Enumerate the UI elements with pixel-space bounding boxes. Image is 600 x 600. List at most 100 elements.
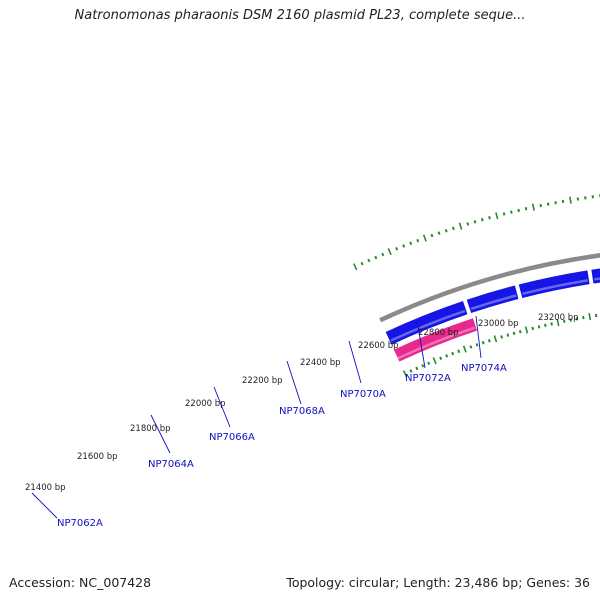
inner-minor-tick [575, 317, 579, 321]
outer-minor-tick [517, 208, 521, 213]
outer-minor-tick [360, 261, 364, 266]
length-label: Length: [403, 575, 451, 590]
sequence-summary: Topology: circular; Length: 23,486 bp; G… [286, 575, 590, 590]
outer-minor-tick [473, 220, 477, 224]
outer-minor-tick [451, 226, 455, 231]
gene-leader-line [213, 386, 231, 428]
outer-major-tick [353, 263, 358, 271]
inner-minor-tick [518, 329, 522, 334]
gene-label-np7066a[interactable]: NP7066A [209, 432, 255, 443]
inner-minor-tick [487, 339, 491, 343]
scale-label: 22000 bp [185, 399, 226, 409]
scale-label: 21400 bp [25, 483, 66, 493]
outer-minor-tick [546, 202, 550, 206]
outer-minor-tick [510, 210, 513, 214]
inner-minor-tick [469, 345, 473, 349]
outer-minor-tick [416, 238, 420, 243]
inner-minor-tick [512, 331, 516, 336]
outer-minor-tick [409, 241, 413, 246]
gene-label-np7062a[interactable]: NP7062A [57, 518, 103, 529]
inner-minor-tick [582, 315, 585, 320]
scale-label: 21800 bp [130, 424, 171, 434]
gene-leader-line [417, 325, 426, 369]
forward-gene-arc [591, 268, 600, 284]
gene-label-np7072a[interactable]: NP7072A [405, 373, 451, 384]
gene-track [385, 268, 600, 362]
topology-label: Topology: [286, 575, 345, 590]
outer-tick-ring [353, 194, 600, 271]
inner-minor-tick [451, 351, 455, 356]
genes-count: 36 [574, 575, 590, 590]
inner-minor-tick [550, 322, 553, 326]
inner-minor-tick [544, 323, 547, 328]
scale-label: 22400 bp [300, 358, 341, 368]
inner-minor-tick [500, 335, 504, 339]
gene-label-np7070a[interactable]: NP7070A [340, 389, 386, 400]
inner-minor-tick [445, 354, 449, 358]
scale-label: 22200 bp [242, 376, 283, 386]
outer-major-tick [569, 196, 572, 204]
reverse-gene-arc [393, 318, 478, 362]
inner-minor-tick [481, 341, 485, 345]
outer-minor-tick [466, 222, 470, 226]
inner-minor-tick [531, 326, 535, 331]
outer-major-tick [387, 248, 392, 256]
inner-minor-tick [569, 318, 572, 322]
gene-arc-highlight [593, 277, 600, 281]
outer-minor-tick [367, 258, 371, 263]
gene-arc-highlight [397, 326, 476, 360]
scale-labels: 21400 bp 21600 bp 21800 bp 22000 bp 22200 bp… [25, 313, 579, 493]
outer-major-tick [458, 222, 463, 230]
outer-minor-tick [444, 228, 448, 233]
outer-minor-tick [402, 244, 406, 248]
gene-leader-line [475, 315, 482, 359]
inner-major-tick [556, 318, 560, 327]
forward-gene-arc [385, 301, 468, 345]
inner-minor-tick [537, 325, 541, 329]
gene-leader-line [150, 414, 171, 454]
topology-value: circular [348, 575, 396, 590]
outer-minor-tick [381, 252, 385, 257]
outer-major-tick [531, 203, 535, 211]
outer-major-tick [495, 212, 499, 220]
gene-arc-highlight [390, 309, 466, 342]
inner-minor-tick [457, 349, 461, 354]
inner-tick-ring [402, 312, 598, 378]
gene-arc-highlight [470, 294, 517, 311]
map-title: Natronomonas pharaonis DSM 2160 plasmid … [74, 8, 526, 23]
outer-major-tick [422, 234, 427, 242]
outer-minor-tick [539, 203, 543, 208]
inner-minor-tick [475, 343, 479, 347]
gene-leader-line [286, 360, 302, 405]
gene-label-np7074a[interactable]: NP7074A [461, 363, 507, 374]
outer-minor-tick [488, 216, 491, 220]
accession-info: Accession: NC_007428 [9, 575, 151, 590]
inner-major-tick [432, 357, 437, 365]
gene-label-np7068a[interactable]: NP7068A [279, 406, 325, 417]
forward-gene-arc [518, 270, 590, 299]
inner-minor-tick [421, 363, 425, 368]
scale-label: 23000 bp [478, 319, 519, 329]
gene-labels: NP7062A NP7064A NP7066A NP7068A NP7070A NP707… [31, 315, 507, 529]
outer-minor-tick [437, 231, 441, 235]
accession-value: NC_007428 [79, 575, 152, 590]
inner-minor-tick [506, 333, 510, 337]
scale-label: 23200 bp [538, 313, 579, 323]
outer-minor-tick [430, 233, 434, 238]
inner-major-tick [493, 335, 498, 343]
gene-label-np7064a[interactable]: NP7064A [148, 459, 194, 470]
scale-label: 22600 bp [358, 341, 399, 351]
outer-minor-tick [524, 207, 528, 211]
gene-arc-highlight [522, 279, 588, 296]
inner-minor-tick [409, 369, 413, 373]
inner-major-tick [402, 370, 408, 378]
outer-minor-tick [502, 212, 506, 216]
forward-gene-arc [466, 285, 519, 314]
inner-major-tick [588, 312, 592, 321]
plasmid-backbone [379, 253, 600, 323]
inner-minor-tick [439, 356, 443, 361]
inner-minor-tick [563, 319, 566, 323]
inner-minor-tick [415, 366, 419, 371]
inner-minor-tick [427, 361, 431, 365]
